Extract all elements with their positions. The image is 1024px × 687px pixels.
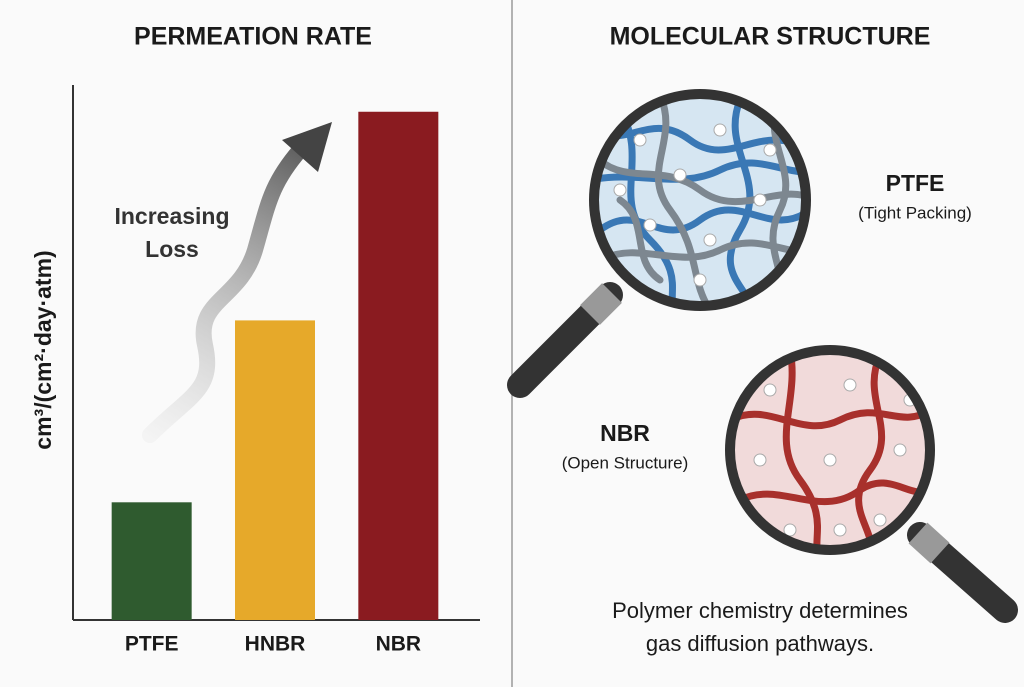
chart-title: PERMEATION RATE [134, 23, 372, 51]
x-tick-label: HNBR [245, 633, 306, 656]
magnifier-ptfe [507, 89, 811, 398]
arrow-head [282, 122, 332, 172]
bar [235, 320, 315, 620]
caption: gas diffusion pathways. [646, 631, 874, 656]
bar [358, 111, 439, 620]
bar-chart: PERMEATION RATE cm³/(cm²·day·atm) Increa… [30, 23, 480, 656]
trend-arrow [142, 142, 308, 443]
item-name: PTFE [886, 170, 945, 196]
item-note: (Tight Packing) [858, 203, 972, 222]
item-note: (Open Structure) [562, 453, 689, 472]
caption: Polymer chemistry determines [612, 598, 908, 623]
item-name: NBR [600, 420, 650, 446]
y-axis-label: cm³/(cm²·day·atm) [30, 250, 56, 449]
x-tick-label: NBR [376, 633, 422, 656]
bar [111, 502, 192, 620]
annotation: Loss [145, 236, 199, 262]
magnifier-nbr [725, 345, 1018, 623]
annotation: Increasing [114, 203, 229, 229]
x-tick-label: PTFE [125, 633, 179, 656]
panel-title: MOLECULAR STRUCTURE [610, 23, 931, 51]
